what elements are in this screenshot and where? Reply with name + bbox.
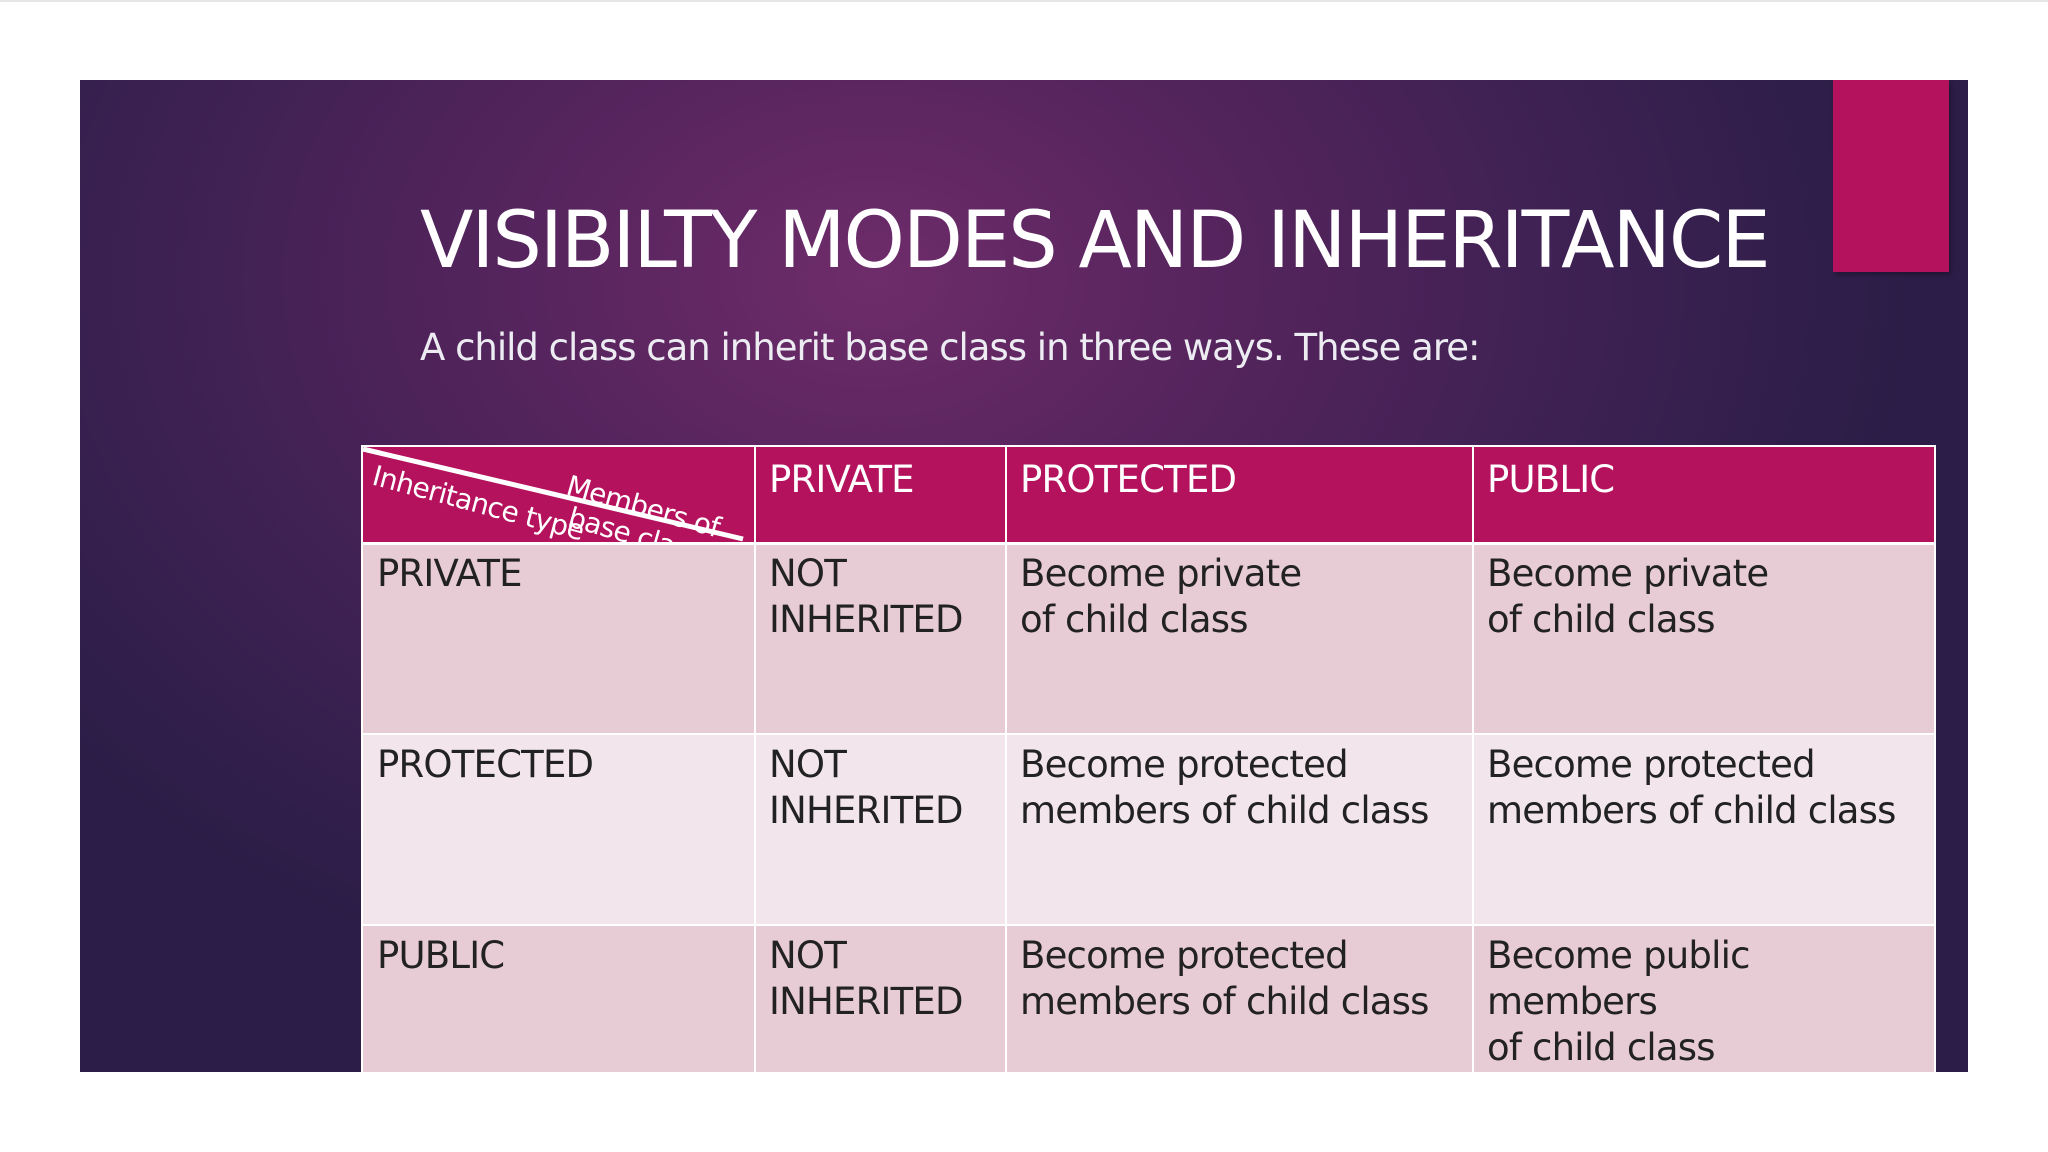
accent-bar — [1833, 80, 1949, 272]
row-header-public: PUBLIC — [363, 925, 755, 1072]
table-cell: Become protected members of child class — [1006, 734, 1473, 925]
table-cell: Become protected members of child class — [1473, 734, 1934, 925]
corner-header-cell: Members of base class Inheritance type — [363, 447, 755, 543]
slide-subtitle: A child class can inherit base class in … — [420, 326, 1480, 369]
row-header-protected: PROTECTED — [363, 734, 755, 925]
table-cell: Become public members of child class — [1473, 925, 1934, 1072]
top-divider — [0, 0, 2048, 2]
slide-title: VISIBILTY MODES AND INHERITANCE — [420, 196, 1771, 286]
row-divider — [363, 542, 1934, 545]
column-divider — [1472, 447, 1474, 1072]
diagonal-divider-line — [363, 447, 744, 542]
table-cell: Become private of child class — [1006, 543, 1473, 734]
row-divider — [363, 733, 1934, 735]
row-divider — [363, 924, 1934, 926]
table-cell: Become private of child class — [1473, 543, 1934, 734]
table-cell: NOT INHERITED — [755, 925, 1006, 1072]
row-header-private: PRIVATE — [363, 543, 755, 734]
column-header-private: PRIVATE — [755, 447, 1006, 543]
column-divider — [1005, 447, 1007, 1072]
table-cell: NOT INHERITED — [755, 734, 1006, 925]
inheritance-table: Members of base class Inheritance type P… — [361, 445, 1936, 1072]
slide: VISIBILTY MODES AND INHERITANCE A child … — [80, 80, 1968, 1072]
column-divider — [754, 447, 756, 1072]
column-header-protected: PROTECTED — [1006, 447, 1473, 543]
table-cell: Become protected members of child class — [1006, 925, 1473, 1072]
table-cell: NOT INHERITED — [755, 543, 1006, 734]
column-header-public: PUBLIC — [1473, 447, 1934, 543]
